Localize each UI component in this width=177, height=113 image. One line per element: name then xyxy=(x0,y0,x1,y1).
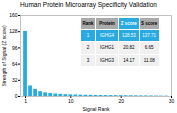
svg-text:30: 30 xyxy=(169,98,175,104)
html-text:14.17: 14.17 xyxy=(123,57,135,63)
svg-text:Signal Rank: Signal Rank xyxy=(83,106,110,112)
html-text:S score: S score xyxy=(141,20,158,26)
svg-text:64: 64 xyxy=(12,61,18,67)
html-text:128.53: 128.53 xyxy=(121,33,136,39)
svg-text:1: 1 xyxy=(24,98,27,104)
svg-text:10: 10 xyxy=(68,98,74,104)
html-text:137.71: 137.71 xyxy=(142,33,157,39)
svg-text:20: 20 xyxy=(118,98,124,104)
html-text:3: 3 xyxy=(86,57,90,63)
svg-text:96: 96 xyxy=(12,45,18,51)
html-text:IGHG4: IGHG4 xyxy=(99,33,114,39)
svg-text:32: 32 xyxy=(12,77,18,83)
svg-text:Strength of Signal (Z score): Strength of Signal (Z score) xyxy=(1,25,7,86)
html-text:2: 2 xyxy=(86,45,90,51)
html-text:IGHG3: IGHG3 xyxy=(99,57,114,63)
svg-text:0: 0 xyxy=(15,93,18,99)
html-text:Z score: Z score xyxy=(120,20,137,26)
html-text:6.65: 6.65 xyxy=(144,45,154,51)
html-text:Rank: Rank xyxy=(82,20,94,26)
html-text:11.08: 11.08 xyxy=(143,57,155,63)
html-text:20.82: 20.82 xyxy=(123,45,135,51)
svg-text:128: 128 xyxy=(9,28,18,34)
html-text:Human Protein Microarray Speci: Human Protein Microarray Specificity Val… xyxy=(20,1,157,8)
html-text:Protein: Protein xyxy=(99,20,115,26)
html-text:IGHG1: IGHG1 xyxy=(99,45,114,51)
html-text:1: 1 xyxy=(86,33,90,39)
svg-text:160: 160 xyxy=(9,12,18,18)
